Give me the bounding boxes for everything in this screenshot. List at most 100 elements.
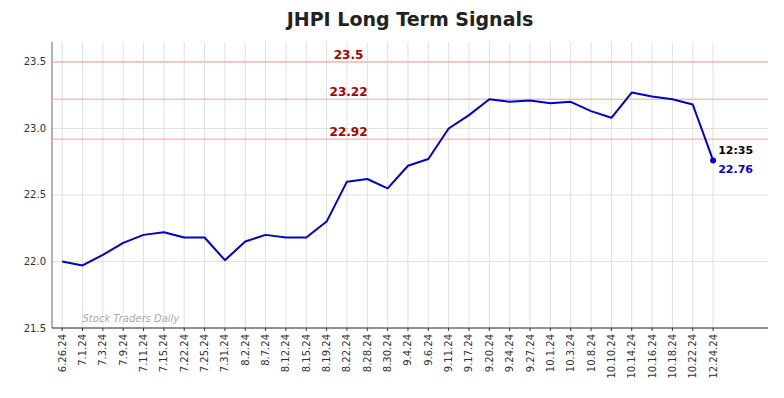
last-point <box>710 157 716 163</box>
x-tick-label: 8.30.24 <box>382 334 393 372</box>
last-value-label: 22.76 <box>718 163 753 176</box>
x-tick <box>591 328 592 331</box>
x-tick <box>550 328 551 331</box>
last-time-label: 12:35 <box>718 144 753 157</box>
reference-line <box>52 61 768 62</box>
x-grid-line <box>387 42 388 328</box>
x-tick <box>245 328 246 331</box>
x-grid-line <box>285 42 286 328</box>
x-tick <box>468 328 469 331</box>
watermark: Stock Traders Daily <box>83 313 181 324</box>
x-tick-label: 7.15.24 <box>158 334 169 372</box>
x-grid-line <box>143 42 144 328</box>
chart: JHPI Long Term Signals21.522.022.523.023… <box>0 0 784 398</box>
x-tick-label: 12.24.24 <box>708 334 719 379</box>
y-grid-line <box>52 261 768 262</box>
x-tick <box>143 328 144 331</box>
grid <box>52 42 768 328</box>
x-tick-label: 7.9.24 <box>118 334 129 366</box>
x-tick-label: 10.8.24 <box>586 334 597 372</box>
x-tick <box>184 328 185 331</box>
x-grid-line <box>570 42 571 328</box>
x-tick-label: 6.26.24 <box>57 334 68 372</box>
y-tick-label: 23.5 <box>24 56 46 67</box>
x-tick <box>530 328 531 331</box>
x-tick <box>509 328 510 331</box>
x-grid-line <box>468 42 469 328</box>
x-grid-line <box>163 42 164 328</box>
x-tick-label: 10.14.24 <box>626 334 637 379</box>
x-tick <box>306 328 307 331</box>
y-grid-line <box>52 194 768 195</box>
x-tick <box>326 328 327 331</box>
x-tick <box>448 328 449 331</box>
x-tick-label: 9.20.24 <box>484 334 495 372</box>
x-tick-label: 8.7.24 <box>260 334 271 366</box>
plot-area <box>52 62 768 266</box>
x-grid-line <box>550 42 551 328</box>
x-tick <box>224 328 225 331</box>
x-tick <box>570 328 571 331</box>
x-grid-line <box>428 42 429 328</box>
x-tick <box>123 328 124 331</box>
x-tick <box>163 328 164 331</box>
y-tick-label: 21.5 <box>24 323 46 334</box>
x-grid-line <box>652 42 653 328</box>
x-tick <box>652 328 653 331</box>
reference-line <box>52 99 768 100</box>
x-grid-line <box>489 42 490 328</box>
x-grid-line <box>591 42 592 328</box>
x-tick-label: 8.22.24 <box>341 334 352 372</box>
x-tick-label: 10.10.24 <box>606 334 617 379</box>
x-tick-label: 7.3.24 <box>97 334 108 366</box>
x-tick-label: 9.24.24 <box>504 334 515 372</box>
reference-line-label: 22.92 <box>330 125 368 139</box>
x-tick-label: 7.11.24 <box>138 334 149 372</box>
x-grid-line <box>407 42 408 328</box>
x-tick <box>631 328 632 331</box>
x-grid-line <box>713 42 714 328</box>
x-grid-line <box>509 42 510 328</box>
x-tick-label: 8.2.24 <box>240 334 251 366</box>
x-tick-label: 9.6.24 <box>423 334 434 366</box>
x-tick <box>204 328 205 331</box>
x-tick-label: 9.11.24 <box>443 334 454 372</box>
x-tick-label: 8.15.24 <box>301 334 312 372</box>
x-tick-label: 8.12.24 <box>280 334 291 372</box>
x-tick <box>346 328 347 331</box>
x-tick <box>285 328 286 331</box>
x-tick-label: 7.22.24 <box>179 334 190 372</box>
x-tick <box>489 328 490 331</box>
x-tick-label: 10.3.24 <box>565 334 576 372</box>
x-tick <box>62 328 63 331</box>
x-grid-line <box>672 42 673 328</box>
x-grid-line <box>204 42 205 328</box>
x-tick <box>265 328 266 331</box>
x-grid-line <box>306 42 307 328</box>
reference-line-label: 23.22 <box>330 85 368 99</box>
x-grid-line <box>631 42 632 328</box>
x-tick-label: 8.28.24 <box>362 334 373 372</box>
y-axis <box>52 42 53 328</box>
x-tick-label: 10.1.24 <box>545 334 556 372</box>
x-grid-line <box>82 42 83 328</box>
y-grid-line <box>52 61 768 62</box>
x-tick-label: 10.22.24 <box>687 334 698 379</box>
x-grid-line <box>448 42 449 328</box>
x-tick-label: 7.31.24 <box>219 334 230 372</box>
x-grid-line <box>123 42 124 328</box>
x-grid-line <box>326 42 327 328</box>
x-tick <box>387 328 388 331</box>
y-tick-label: 22.5 <box>24 189 46 200</box>
x-tick <box>367 328 368 331</box>
price-line <box>62 93 713 266</box>
x-axis <box>52 327 768 328</box>
reference-line <box>52 139 768 140</box>
x-tick <box>672 328 673 331</box>
x-grid-line <box>265 42 266 328</box>
x-grid-line <box>245 42 246 328</box>
reference-line-label: 23.5 <box>334 48 364 62</box>
y-grid-line <box>52 128 768 129</box>
x-tick-label: 7.1.24 <box>77 334 88 366</box>
x-tick <box>713 328 714 331</box>
